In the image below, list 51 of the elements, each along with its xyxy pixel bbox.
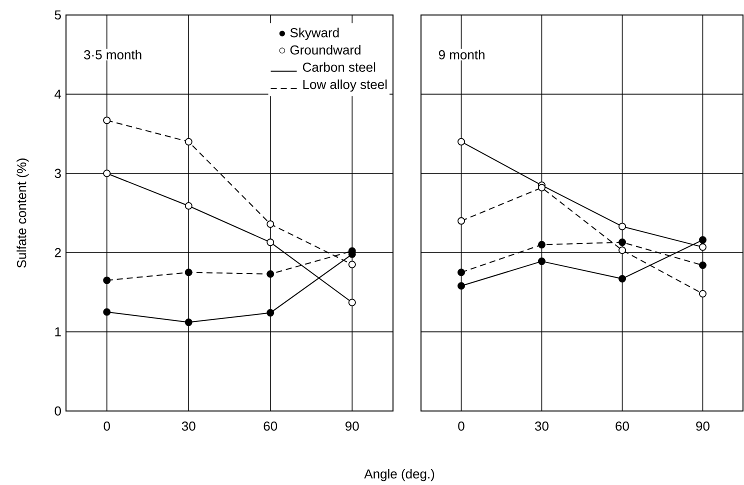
- y-tick-label: 2: [54, 248, 61, 257]
- y-axis-title: Sulfate content (%): [16, 158, 29, 268]
- x-axis-title: Angle (deg.): [364, 468, 434, 481]
- y-tick-label: 0: [54, 406, 61, 416]
- point: [618, 222, 626, 230]
- x-tick-label: 60: [616, 421, 629, 431]
- point: [699, 243, 707, 251]
- point: [348, 260, 356, 268]
- point: [538, 184, 546, 192]
- point: [618, 274, 626, 282]
- x-tick-label: 30: [182, 421, 196, 431]
- x-tick-label: 60: [264, 421, 278, 431]
- x-tick-label: 90: [696, 421, 710, 431]
- point: [103, 169, 111, 177]
- annotation: Low alloy steel: [303, 79, 387, 92]
- y-tick-label: 4: [54, 90, 62, 98]
- annotation: Carbon steel: [302, 62, 376, 72]
- point: [458, 282, 466, 290]
- annotation: ○ Groundward: [279, 44, 360, 54]
- x-tick-label: 90: [346, 421, 359, 431]
- x-tick-label: 30: [535, 421, 548, 431]
- x-tick-label: 0: [104, 421, 110, 431]
- point: [103, 308, 111, 316]
- annotation: 3·5 month: [84, 50, 142, 60]
- point: [184, 138, 192, 146]
- point: [699, 290, 707, 298]
- point: [699, 236, 707, 244]
- y-tick-label: 5: [54, 10, 61, 20]
- y-tick-label: 3: [54, 168, 61, 178]
- point: [184, 202, 192, 210]
- y-tick-label: 1: [55, 327, 61, 336]
- point: [538, 240, 546, 248]
- point: [618, 238, 626, 246]
- point: [266, 308, 274, 316]
- point: [266, 270, 274, 278]
- point: [458, 138, 466, 146]
- point: [266, 220, 274, 228]
- x-tick-label: 0: [458, 421, 464, 431]
- point: [348, 298, 356, 306]
- point: [699, 261, 707, 269]
- point: [103, 116, 111, 124]
- annotation: 9 month: [438, 50, 484, 60]
- point: [184, 268, 192, 276]
- annotation: ● Skyward: [279, 28, 339, 40]
- point: [618, 246, 626, 254]
- point: [538, 257, 546, 265]
- point: [266, 238, 274, 246]
- point: [458, 268, 466, 276]
- point: [103, 276, 111, 284]
- point: [184, 318, 192, 326]
- point: [458, 216, 466, 224]
